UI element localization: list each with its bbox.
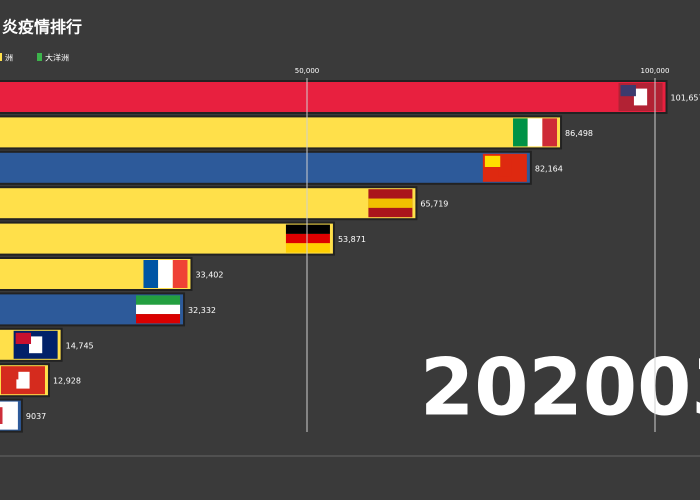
flag (285, 233, 330, 244)
value-label: 33,402 (195, 271, 223, 280)
x-tick-label: 50,000 (295, 67, 320, 75)
flag (285, 224, 330, 234)
flag (498, 159, 512, 177)
flag (136, 304, 181, 315)
flag (172, 260, 188, 288)
flag (527, 118, 543, 147)
value-label: 12,928 (53, 377, 81, 386)
flag (285, 243, 330, 253)
value-label: 86,498 (565, 129, 593, 138)
flag (513, 118, 528, 147)
bar (0, 115, 563, 150)
legend-label: 大洋洲 (45, 53, 69, 63)
value-label: 53,871 (338, 235, 366, 244)
bar (0, 80, 668, 114)
flag (29, 336, 43, 354)
flag (136, 314, 181, 324)
x-tick-label: 100,000 (641, 67, 670, 75)
flag (0, 401, 18, 430)
value-label: 82,164 (535, 164, 563, 173)
flag (143, 260, 159, 288)
flag (15, 332, 32, 344)
legend-swatch (37, 53, 42, 61)
bar (0, 186, 418, 221)
flag (620, 85, 636, 97)
value-label: 32,332 (188, 306, 216, 315)
legend-swatch (0, 53, 2, 61)
legend-label: 洲 (5, 54, 13, 63)
bar (0, 150, 532, 185)
flag (16, 371, 30, 389)
flag (633, 88, 648, 106)
bar (0, 221, 335, 256)
flag (2, 368, 19, 380)
flag (158, 260, 173, 288)
flag (542, 118, 558, 147)
value-label: 14,745 (66, 341, 94, 350)
flag (0, 407, 3, 424)
value-label: 9037 (26, 412, 46, 421)
value-label: 65,719 (420, 200, 448, 209)
chart-title: 炎疫情排行 (2, 18, 82, 37)
date-label: 2020032 (420, 343, 700, 433)
value-label: 101,657 (671, 94, 700, 103)
flag (484, 155, 501, 167)
flag (368, 198, 413, 208)
